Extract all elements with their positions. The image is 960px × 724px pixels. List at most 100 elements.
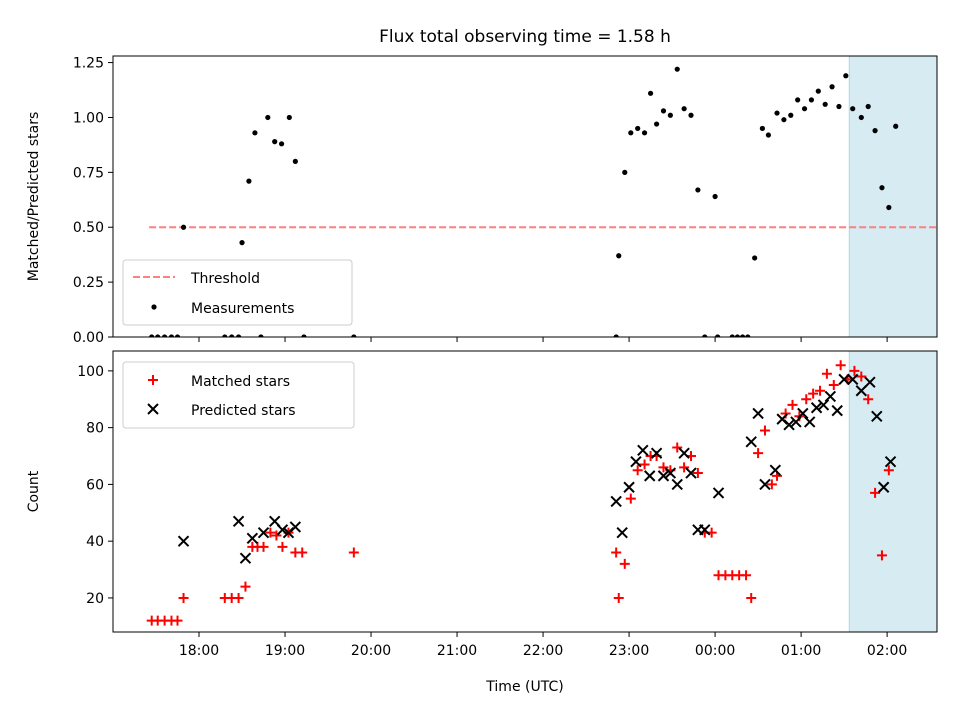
matched-star-point <box>835 360 846 371</box>
matched-star-point <box>801 394 812 405</box>
matched-star-point <box>856 371 867 382</box>
y-tick-label: 1.25 <box>73 56 104 72</box>
matched-star-point <box>672 442 683 453</box>
measurement-point <box>162 334 168 337</box>
matched-star-point <box>692 468 703 479</box>
measurement-point <box>292 158 298 164</box>
measurement-point <box>272 139 278 145</box>
predicted-star-point <box>864 376 876 388</box>
predicted-star-point <box>657 470 670 482</box>
x-tick-label: 00:00 <box>695 643 735 659</box>
measurement-point <box>695 187 701 193</box>
measurement-point <box>635 125 641 132</box>
top-panel: 0.00 0.25 0.50 0.75 1.00 1.25 Matched/Predicte… <box>26 55 938 346</box>
y-tick-label: 80 <box>86 421 104 437</box>
predicted-star-point <box>810 402 823 414</box>
y-tick-label: 20 <box>86 591 104 607</box>
measurement-point <box>149 334 155 337</box>
measurement-point <box>229 334 235 337</box>
matched-star-point <box>233 592 244 603</box>
measurement-point <box>843 73 849 79</box>
matched-star-point <box>849 365 860 376</box>
matched-star-point <box>787 399 798 410</box>
x-tick-label: 18:00 <box>179 643 219 659</box>
matched-star-point <box>870 487 881 498</box>
x-axis-label: Time (UTC) <box>485 679 563 695</box>
predicted-star-point <box>671 478 683 491</box>
predicted-star-point <box>232 515 245 528</box>
measurement-point <box>155 334 161 337</box>
y-tick-label: 0.50 <box>73 220 104 236</box>
measurement-point <box>667 112 673 118</box>
matched-star-point <box>271 530 282 541</box>
measurement-point <box>265 114 271 121</box>
plot-area <box>149 66 937 337</box>
legend-threshold-label: Threshold <box>190 271 260 287</box>
predicted-star-point <box>650 447 663 459</box>
matched-star-point <box>821 368 832 379</box>
measurement-point <box>301 334 307 337</box>
matched-star-point <box>265 527 276 538</box>
highlight-span <box>848 55 938 338</box>
predicted-star-point <box>752 407 764 420</box>
matched-star-point <box>613 592 624 603</box>
measurement-point <box>858 114 864 121</box>
predicted-star-point <box>610 495 622 508</box>
measurement-point <box>647 90 654 96</box>
legend-box <box>122 361 355 429</box>
measurement-point <box>808 97 815 103</box>
measurement-point <box>258 334 264 337</box>
x-tick-label: 02:00 <box>867 643 907 659</box>
x-tick-label: 19:00 <box>265 643 305 659</box>
legend-measurements-swatch <box>151 304 157 310</box>
measurement-point <box>774 110 780 116</box>
chart-title: Flux total observing time = 1.58 h <box>379 27 671 47</box>
measurement-point <box>872 128 878 134</box>
predicted-star-point <box>884 455 897 468</box>
matched-star-point <box>876 550 887 561</box>
y-tick-label: 1.00 <box>73 110 104 126</box>
predicted-star-point <box>803 416 816 428</box>
predicted-star-point <box>855 385 868 397</box>
measurement-point <box>168 334 175 337</box>
x-tick-label: 23:00 <box>609 643 649 659</box>
predicted-star-point <box>616 526 628 539</box>
measurement-point <box>641 130 648 136</box>
measurement-point <box>681 106 687 112</box>
measurement-point <box>622 169 628 175</box>
measurement-point <box>351 334 357 337</box>
measurement-point <box>886 204 892 211</box>
axes-frame <box>112 55 938 338</box>
legend-measurements-label: Measurements <box>191 301 294 317</box>
y-axis-label: Matched/Predicted stars <box>26 112 42 282</box>
predicted-star-point <box>797 407 809 420</box>
y-tick-label: 0.75 <box>73 165 104 181</box>
measurement-point <box>613 334 619 337</box>
predicted-star-point <box>246 532 259 545</box>
measurement-point <box>815 88 821 94</box>
measurement-point <box>836 103 842 110</box>
predicted-star-point <box>623 481 635 493</box>
matched-star-point <box>815 385 826 396</box>
predicted-star-point <box>637 444 649 457</box>
measurement-point <box>286 114 292 121</box>
predicted-star-point <box>289 521 302 533</box>
y-tick-label: 0.00 <box>73 330 104 346</box>
measurement-point <box>893 123 899 129</box>
measurement-point <box>795 97 801 103</box>
predicted-star-point <box>817 399 830 411</box>
measurement-point <box>712 193 718 200</box>
measurement-point <box>278 141 285 147</box>
legend-matched-swatch <box>148 375 158 385</box>
matched-star-point <box>172 615 183 626</box>
predicted-star-point <box>664 467 677 479</box>
measurement-point <box>734 334 741 337</box>
bottom-panel: 20 40 60 80 100 18:00 19:00 20:00 21:00 22:00 23:0… <box>26 350 938 659</box>
predicted-star-point <box>831 404 843 417</box>
predicted-star-point <box>877 481 890 493</box>
measurement-point <box>222 334 228 337</box>
plot-area <box>146 360 897 626</box>
matched-star-point <box>759 425 770 436</box>
legend-predicted-label: Predicted stars <box>191 403 296 419</box>
